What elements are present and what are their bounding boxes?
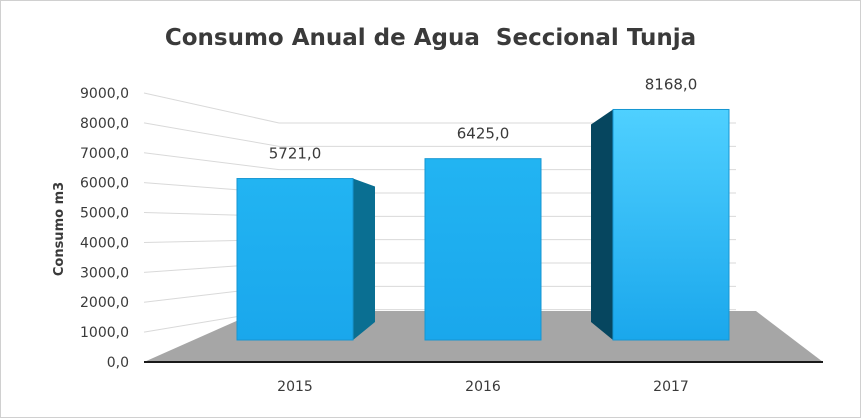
y-tick-label: 3000,0 bbox=[80, 265, 129, 281]
y-tick-label: 1000,0 bbox=[80, 325, 129, 341]
y-tick-label: 9000,0 bbox=[80, 86, 129, 102]
y-tick-label: 5000,0 bbox=[80, 206, 129, 222]
chart-title: Consumo Anual de Agua Seccional Tunja bbox=[164, 25, 697, 51]
y-tick-label: 0,0 bbox=[107, 355, 129, 371]
x-tick-label: 2015 bbox=[277, 379, 313, 395]
data-label: 6425,0 bbox=[457, 125, 510, 143]
y-tick-label: 4000,0 bbox=[80, 235, 129, 251]
bar bbox=[424, 158, 542, 341]
labels: 0,0 1000,0 2000,0 3000,0 4000,0 5000,0 6000,0 7… bbox=[52, 75, 697, 395]
gridline bbox=[143, 152, 736, 171]
data-label: 8168,0 bbox=[645, 75, 698, 93]
x-tick-label: 2017 bbox=[653, 379, 689, 395]
bar bbox=[612, 108, 730, 341]
y-tick-label: 2000,0 bbox=[80, 295, 129, 311]
data-label: 5721,0 bbox=[269, 145, 322, 163]
gridline bbox=[143, 122, 736, 147]
gridline bbox=[143, 92, 736, 124]
y-tick-label: 6000,0 bbox=[80, 176, 129, 192]
bar bbox=[236, 178, 354, 341]
bars bbox=[236, 108, 730, 341]
y-tick-label: 7000,0 bbox=[80, 146, 129, 162]
y-axis-title: Consumo m3 bbox=[52, 182, 67, 276]
y-tick-label: 8000,0 bbox=[80, 116, 129, 132]
bar-side-face bbox=[353, 178, 375, 340]
bar-side-face bbox=[591, 109, 613, 340]
x-tick-label: 2016 bbox=[465, 379, 501, 395]
